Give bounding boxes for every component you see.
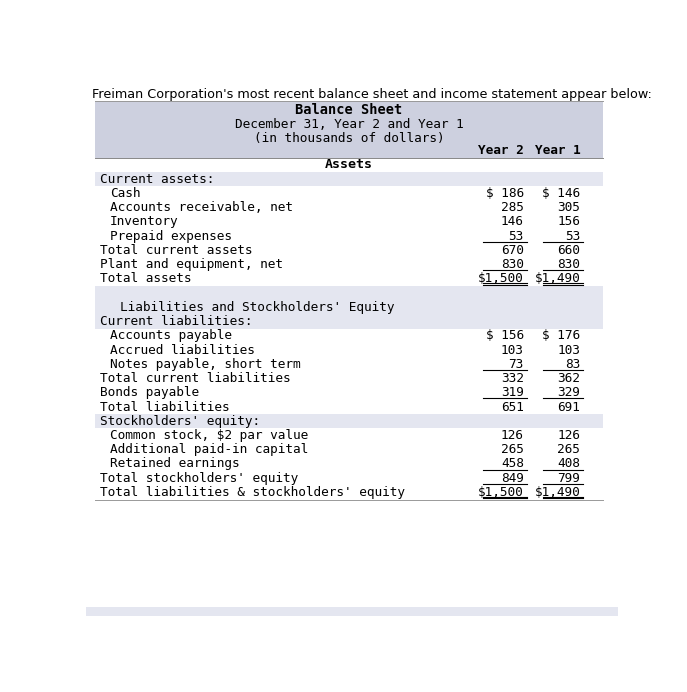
Text: Year 2: Year 2 [478, 144, 523, 157]
Text: 265: 265 [557, 444, 581, 456]
Text: Assets: Assets [325, 158, 373, 172]
Text: 651: 651 [501, 401, 523, 414]
Text: $ 186: $ 186 [486, 187, 523, 200]
Text: Current liabilities:: Current liabilities: [100, 315, 252, 328]
Text: Balance Sheet: Balance Sheet [295, 103, 403, 117]
Text: 670: 670 [501, 244, 523, 257]
Text: Total liabilities: Total liabilities [100, 401, 229, 414]
Text: 329: 329 [557, 386, 581, 399]
Bar [95, 101, 602, 158]
Bar [95, 471, 602, 485]
Text: Freiman Corporation's most recent balance sheet and income statement appear belo: Freiman Corporation's most recent balanc… [92, 88, 652, 100]
Text: $1,500: $1,500 [478, 273, 523, 285]
Text: December 31, Year 2 and Year 1: December 31, Year 2 and Year 1 [235, 118, 463, 131]
Text: Retained earnings: Retained earnings [110, 457, 240, 471]
Bar [95, 272, 602, 286]
Text: Bonds payable: Bonds payable [100, 386, 199, 399]
Bar [95, 257, 602, 272]
Text: 691: 691 [557, 401, 581, 414]
Text: Additional paid-in capital: Additional paid-in capital [110, 444, 308, 456]
Bar [95, 443, 602, 457]
Text: Current assets:: Current assets: [100, 172, 214, 185]
Bar [95, 343, 602, 357]
Text: Total stockholders' equity: Total stockholders' equity [100, 472, 298, 484]
Bar [95, 385, 602, 400]
Bar [95, 172, 602, 186]
Text: 103: 103 [557, 343, 581, 356]
Text: 660: 660 [557, 244, 581, 257]
Text: Inventory: Inventory [110, 215, 179, 228]
Text: 83: 83 [565, 358, 581, 371]
Bar [95, 428, 602, 443]
Text: 53: 53 [565, 230, 581, 243]
Bar [95, 357, 602, 372]
Text: Total assets: Total assets [100, 273, 191, 285]
Text: Total current liabilities: Total current liabilities [100, 372, 291, 385]
Text: Cash: Cash [110, 187, 140, 200]
Text: 126: 126 [557, 429, 581, 442]
Text: Accounts payable: Accounts payable [110, 329, 232, 343]
Bar [95, 186, 602, 201]
Text: 73: 73 [508, 358, 523, 371]
Bar [95, 201, 602, 215]
Bar [95, 158, 602, 172]
Text: Accrued liabilities: Accrued liabilities [110, 343, 255, 356]
Bar [95, 300, 602, 314]
Text: Accounts receivable, net: Accounts receivable, net [110, 201, 293, 214]
Bar [95, 329, 602, 343]
Text: 849: 849 [501, 472, 523, 484]
Text: $ 176: $ 176 [542, 329, 581, 343]
Text: 146: 146 [501, 215, 523, 228]
Text: 103: 103 [501, 343, 523, 356]
Bar [95, 314, 602, 329]
Text: Year 1: Year 1 [534, 144, 581, 157]
Text: Prepaid expenses: Prepaid expenses [110, 230, 232, 243]
Text: Total liabilities & stockholders' equity: Total liabilities & stockholders' equity [100, 486, 405, 499]
Text: 799: 799 [557, 472, 581, 484]
Bar [95, 372, 602, 385]
Bar [95, 485, 602, 500]
Text: $1,500: $1,500 [478, 486, 523, 499]
Bar [95, 400, 602, 414]
Text: 156: 156 [557, 215, 581, 228]
Text: (in thousands of dollars): (in thousands of dollars) [254, 132, 444, 145]
Text: 126: 126 [501, 429, 523, 442]
Text: 265: 265 [501, 444, 523, 456]
Text: 408: 408 [557, 457, 581, 471]
Text: 830: 830 [557, 258, 581, 271]
Bar [86, 607, 618, 616]
Text: Common stock, $2 par value: Common stock, $2 par value [110, 429, 308, 442]
Text: 332: 332 [501, 372, 523, 385]
Bar [86, 500, 618, 616]
Text: 319: 319 [501, 386, 523, 399]
Text: Stockholders' equity:: Stockholders' equity: [100, 415, 260, 428]
Bar [95, 286, 602, 300]
Bar [95, 457, 602, 471]
Text: 830: 830 [501, 258, 523, 271]
Text: Liabilities and Stockholders' Equity: Liabilities and Stockholders' Equity [120, 301, 394, 313]
Bar [95, 414, 602, 428]
Text: 285: 285 [501, 201, 523, 214]
Text: 53: 53 [508, 230, 523, 243]
Text: Plant and equipment, net: Plant and equipment, net [100, 258, 283, 271]
Bar [95, 243, 602, 257]
Text: $ 146: $ 146 [542, 187, 581, 200]
Text: Total current assets: Total current assets [100, 244, 252, 257]
Text: Notes payable, short term: Notes payable, short term [110, 358, 300, 371]
Text: 305: 305 [557, 201, 581, 214]
Bar [95, 229, 602, 243]
Text: 458: 458 [501, 457, 523, 471]
Text: $1,490: $1,490 [534, 273, 581, 285]
Bar [95, 215, 602, 229]
Text: $1,490: $1,490 [534, 486, 581, 499]
Text: $ 156: $ 156 [486, 329, 523, 343]
Text: 362: 362 [557, 372, 581, 385]
